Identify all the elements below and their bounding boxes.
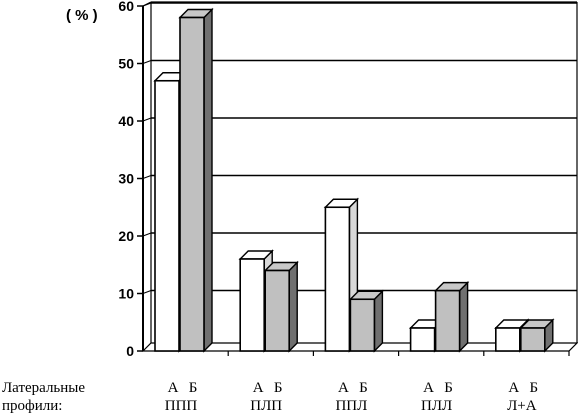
bar-А-ПЛП <box>239 258 265 352</box>
category-label: ППП <box>165 398 198 414</box>
series-letter-label: А <box>508 380 519 396</box>
category-label: Л+А <box>507 398 537 414</box>
bar-Б-ППП <box>179 16 205 352</box>
bar-А-ППП <box>154 79 180 352</box>
series-letter-label: Б <box>529 380 538 396</box>
bar-А-Л+А <box>494 327 521 352</box>
gridline-wall <box>142 117 152 122</box>
gridlines <box>142 2 577 294</box>
bar-А-ПЛЛ <box>409 327 436 352</box>
gridline-wall <box>142 290 152 294</box>
bars <box>153 7 555 353</box>
y-tick-label: 50 <box>118 56 134 72</box>
gridline-wall <box>142 60 152 64</box>
series-letter-label: Б <box>359 380 368 396</box>
y-tick-label: 0 <box>126 343 134 359</box>
series-letter-label: Б <box>444 380 453 396</box>
bar-А-ППЛ <box>324 206 351 352</box>
bar-Б-ППЛ <box>349 298 376 352</box>
bar-side <box>458 280 469 353</box>
bar-Б-ПЛП <box>264 269 291 352</box>
wall-top-edge <box>142 1 152 7</box>
bar-Б-Л+А <box>519 327 546 352</box>
bar-side <box>373 289 384 353</box>
y-tick-label: 30 <box>118 171 134 187</box>
series-letter-label: А <box>168 380 179 396</box>
series-letter-label: Б <box>189 380 198 396</box>
row-label-line1: Латеральные <box>2 380 85 396</box>
y-tick-label: 60 <box>118 0 134 14</box>
category-label: ПЛП <box>250 398 282 414</box>
gridline-wall <box>142 175 152 179</box>
series-letter-label: А <box>423 380 434 396</box>
y-tick-label: 10 <box>118 286 134 302</box>
y-unit-label: ( % ) <box>66 7 98 24</box>
y-tick-label: 40 <box>118 113 134 129</box>
series-letter-label: А <box>338 380 349 396</box>
row-label-line2: профили: <box>2 398 62 414</box>
bar-side <box>288 260 298 353</box>
y-axis-ticks: 0 10 20 30 40 50 60 <box>118 0 143 359</box>
category-label: ППЛ <box>335 398 367 414</box>
bar-Б-ПЛЛ <box>434 289 461 352</box>
gridline-wall <box>142 232 152 237</box>
category-label: ПЛЛ <box>421 398 452 414</box>
bar-side <box>203 7 213 353</box>
series-letter-label: А <box>253 380 264 396</box>
y-tick-label: 20 <box>118 228 134 244</box>
series-letter-label: Б <box>274 380 283 396</box>
